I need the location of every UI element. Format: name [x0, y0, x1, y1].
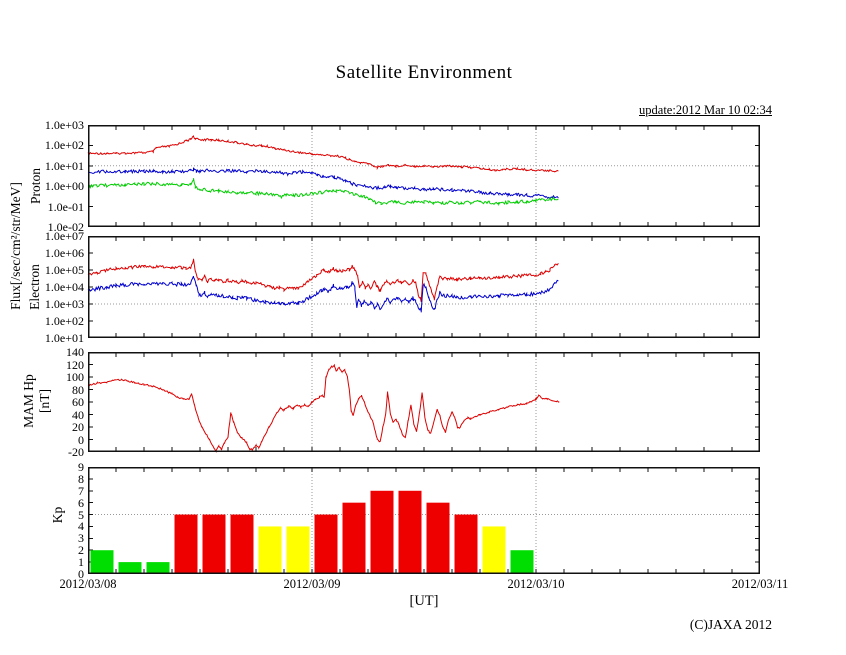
chart-title: Satellite Environment	[335, 62, 513, 83]
x-date-label: 2012/03/08	[59, 577, 117, 591]
y-tick-label: 0	[78, 432, 84, 447]
y-tick-label: -20	[68, 445, 84, 459]
kp-bar	[174, 514, 198, 573]
kp-bar	[510, 550, 534, 573]
x-date-label: 2012/03/11	[731, 577, 789, 591]
y-tick-label: 1.0e+06	[44, 246, 84, 260]
kp-bar	[314, 514, 338, 573]
kp-bar	[398, 490, 422, 573]
kp-bar	[202, 514, 226, 573]
proton-low-flux-line	[88, 178, 559, 207]
proton-mid-flux-line	[87, 167, 559, 200]
y-tick-label: 40	[72, 407, 84, 422]
panel-frame	[88, 352, 760, 452]
y-tick-label: 1.0e+07	[44, 229, 84, 243]
kp-panel	[88, 467, 760, 574]
kp-bar	[370, 490, 394, 573]
y-tick-label: 1.0e-02	[47, 220, 84, 234]
y-tick-label: 1.0e+01	[44, 158, 84, 173]
y-tick-label: 2	[78, 543, 84, 558]
y-tick-label: 140	[66, 345, 84, 359]
y-tick-label: 1.0e+03	[44, 118, 84, 132]
y-tick-label: 4	[78, 519, 84, 534]
y-tick-label: 1.0e-01	[47, 199, 84, 214]
y-tick-label: 1.0e+02	[44, 138, 84, 153]
proton-panel	[87, 125, 760, 227]
kp-bar	[90, 550, 114, 573]
x-date-label: 2012/03/10	[507, 577, 565, 591]
kp-bar	[342, 502, 366, 573]
y-tick-label: 6	[78, 495, 84, 510]
kp-bar	[482, 526, 506, 573]
mam-hp-panel	[87, 352, 760, 454]
panel-frame	[88, 236, 760, 338]
y-tick-label: 120	[66, 357, 84, 372]
x-date-label: 2012/03/09	[283, 577, 341, 591]
kp-bar	[258, 526, 282, 573]
kp-bar	[118, 562, 142, 573]
update-timestamp: update:2012 Mar 10 02:34	[639, 103, 772, 117]
copyright-label: (C)JAXA 2012	[689, 617, 772, 632]
hp-magnetic-field-line	[87, 363, 560, 454]
electron-high-flux-line	[87, 258, 559, 303]
electron-panel	[87, 236, 760, 338]
y-tick-label: 1.0e+00	[44, 179, 84, 194]
y-tick-label: 60	[72, 395, 84, 409]
kp-bar	[146, 562, 170, 573]
electron-low-flux-line	[87, 275, 559, 313]
y-tick-label: 1.0e+03	[44, 297, 84, 311]
y-tick-label: 3	[78, 531, 84, 546]
kp-bar	[454, 514, 478, 573]
y-tick-label: 1.0e+02	[44, 314, 84, 328]
y-tick-label: 1.0e+04	[44, 280, 84, 294]
y-tick-label: 100	[66, 370, 84, 384]
y-tick-label: 1	[78, 555, 84, 570]
kp-bar	[426, 502, 450, 573]
x-axis-unit-label: [UT]	[409, 593, 439, 609]
proton-high-flux-line	[87, 135, 559, 173]
kp-bar	[286, 526, 310, 573]
y-tick-label: 1.0e+01	[44, 331, 84, 345]
y-tick-label: 0	[78, 567, 84, 581]
y-tick-label: 9	[78, 460, 84, 474]
y-tick-label: 8	[78, 471, 84, 486]
kp-bar	[230, 514, 254, 573]
y-tick-label: 1.0e+05	[44, 263, 84, 277]
y-tick-label: 20	[72, 420, 84, 434]
y-tick-label: 5	[78, 507, 84, 522]
panel-frame	[88, 467, 760, 574]
panel-frame	[88, 125, 760, 227]
y-tick-label: 80	[72, 382, 84, 397]
y-tick-label: 7	[78, 483, 84, 498]
